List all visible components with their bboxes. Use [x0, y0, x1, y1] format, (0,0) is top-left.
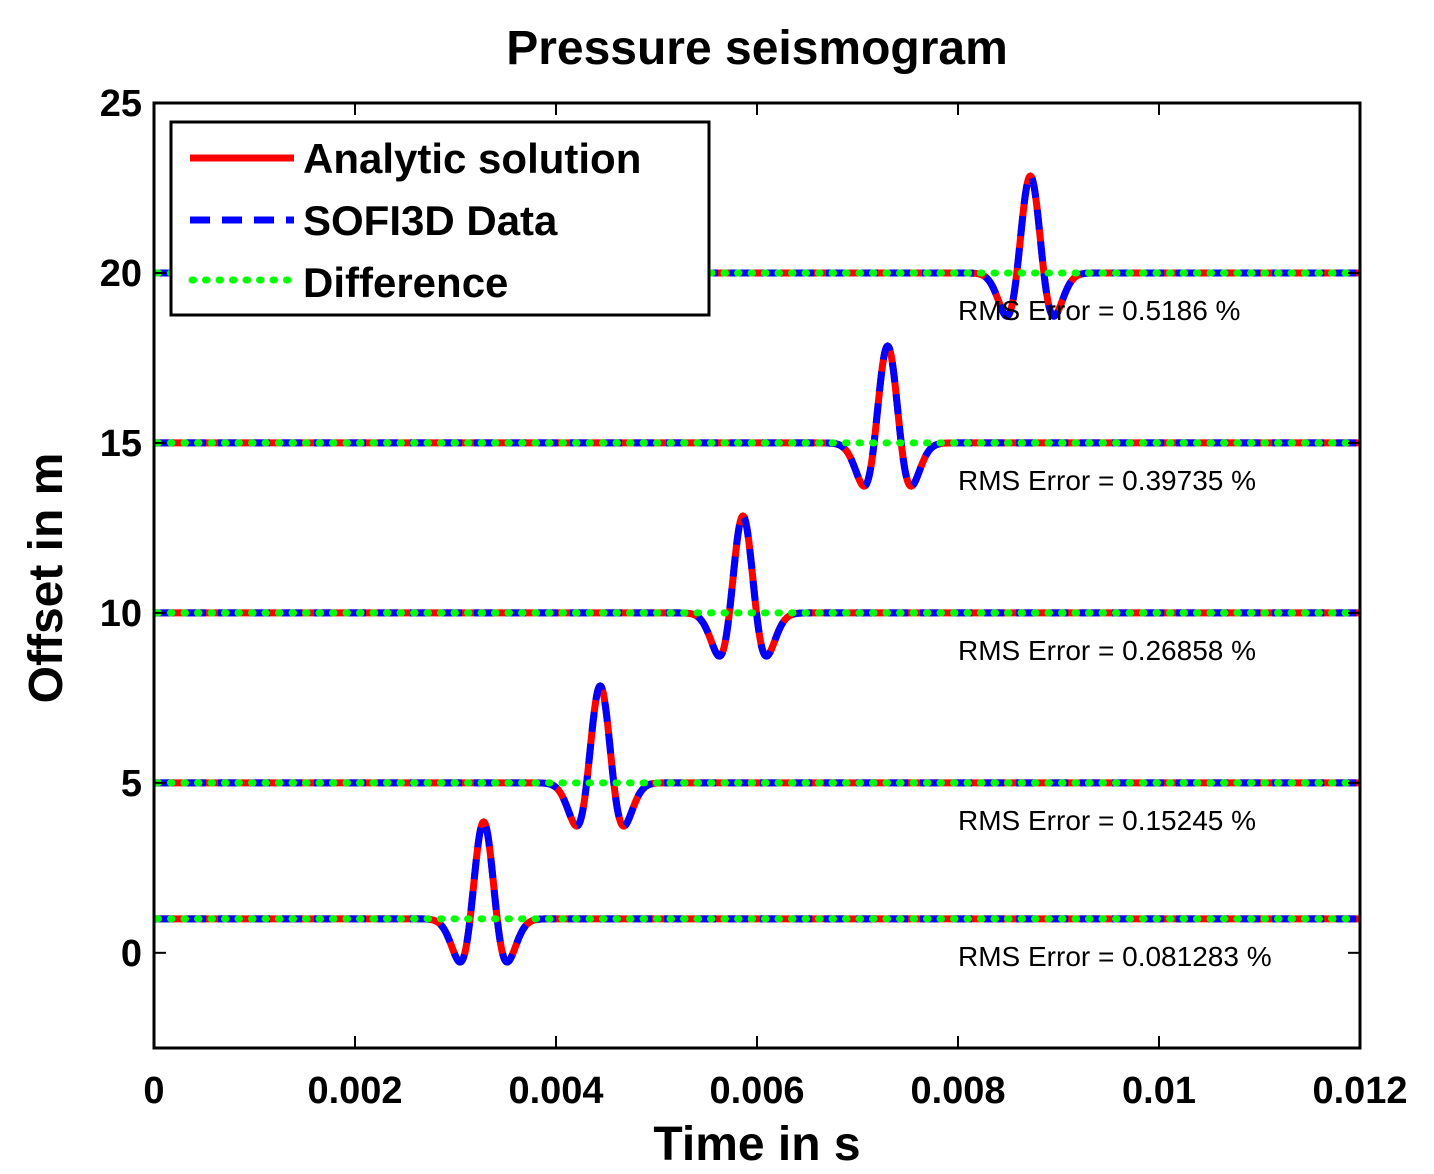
rms-error-label: RMS Error = 0.39735 % — [958, 465, 1256, 496]
legend-label-analytic: Analytic solution — [303, 135, 641, 182]
x-tick-label: 0 — [143, 1070, 164, 1112]
x-tick-label: 0.01 — [1122, 1070, 1196, 1112]
x-axis-label: Time in s — [653, 1118, 860, 1171]
x-tick-label: 0.004 — [508, 1070, 603, 1112]
rms-annotations: RMS Error = 0.081283 % RMS Error = 0.1524… — [958, 295, 1272, 972]
legend-label-difference: Difference — [303, 259, 508, 306]
rms-error-label: RMS Error = 0.26858 % — [958, 635, 1256, 666]
axis-ticks: 0 0.002 0.004 0.006 0.008 0.01 0.012 0 5 10 15 20 25 — [100, 83, 1408, 1112]
axes-frame — [152, 101, 1362, 1050]
legend: Analytic solution SOFI3D Data Difference — [169, 120, 711, 317]
x-tick-label: 0.008 — [910, 1070, 1005, 1112]
rms-error-label: RMS Error = 0.081283 % — [958, 941, 1272, 972]
rms-error-label: RMS Error = 0.15245 % — [958, 805, 1256, 836]
y-tick-label: 10 — [100, 593, 142, 635]
y-axis-label: Offset in m — [20, 453, 73, 704]
rms-error-label: RMS Error = 0.5186 % — [958, 295, 1240, 326]
y-tick-label: 0 — [121, 933, 142, 975]
y-tick-label: 20 — [100, 253, 142, 295]
x-tick-label: 0.012 — [1312, 1070, 1407, 1112]
chart-title: Pressure seismogram — [506, 22, 1008, 75]
legend-label-sofi3d: SOFI3D Data — [303, 197, 558, 244]
y-tick-label: 5 — [121, 763, 142, 805]
x-tick-label: 0.006 — [709, 1070, 804, 1112]
y-tick-label: 25 — [100, 83, 142, 125]
y-tick-label: 15 — [100, 423, 142, 465]
x-tick-label: 0.002 — [307, 1070, 402, 1112]
